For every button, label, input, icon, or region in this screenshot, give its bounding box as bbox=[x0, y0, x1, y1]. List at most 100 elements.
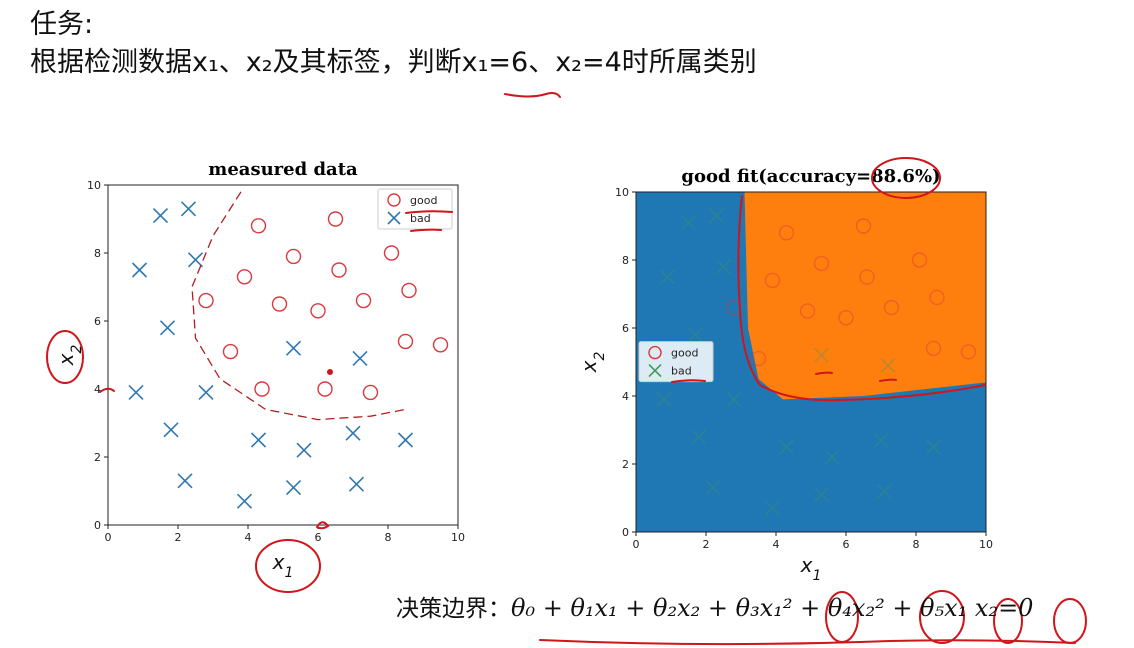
point-bad bbox=[397, 432, 414, 448]
point-bad-stroke bbox=[705, 480, 721, 496]
point-bad-stroke bbox=[180, 201, 197, 217]
x-tick-label: 0 bbox=[633, 538, 640, 551]
point-bad-stroke bbox=[715, 259, 732, 275]
good-fit-chart: 0 2 4 6 8 10 0 2 4 6 8 10 good fit(accuracy=88.6%) x1… bbox=[577, 166, 993, 584]
point-bad bbox=[764, 500, 781, 516]
underline-x1-6 bbox=[504, 92, 561, 98]
legend-marker-bad bbox=[648, 364, 662, 378]
y-tick-label: 0 bbox=[94, 519, 101, 532]
point-bad-stroke bbox=[285, 480, 302, 496]
y-tick-label: 0 bbox=[622, 526, 629, 539]
point-bad bbox=[687, 327, 704, 343]
point-good bbox=[327, 211, 344, 227]
point-bad bbox=[187, 252, 204, 268]
point-bad-stroke bbox=[128, 384, 144, 400]
point-bad bbox=[285, 480, 302, 496]
point-bad-stroke bbox=[348, 476, 365, 492]
plot-frame bbox=[635, 191, 987, 533]
point-bad-stroke bbox=[131, 262, 148, 278]
point-bad bbox=[163, 422, 179, 438]
task-line: 根据检测数据x₁、x₂及其标签，判断x₁=6、x₂=4时所属类别 bbox=[30, 47, 757, 78]
point-bad-stroke bbox=[764, 500, 781, 516]
x-tick-label: 0 bbox=[105, 531, 112, 544]
point-bad bbox=[656, 391, 672, 407]
y-axis-label: x2 bbox=[577, 352, 608, 374]
x-tick-label: 8 bbox=[385, 531, 392, 544]
x-tick-label: 6 bbox=[315, 531, 322, 544]
x-tick-label: 2 bbox=[703, 538, 710, 551]
x-axis-label: x1 bbox=[272, 550, 294, 581]
point-bad-stroke bbox=[285, 340, 302, 356]
formula-label: 决策边界： bbox=[396, 596, 511, 622]
legend-marker-bad-stroke bbox=[648, 364, 662, 378]
point-good bbox=[362, 384, 379, 401]
circle-x2-term bbox=[1053, 598, 1087, 644]
y-tick-label: 10 bbox=[87, 179, 101, 192]
point-bad-stroke bbox=[250, 432, 267, 448]
legend-marker-bad bbox=[387, 211, 401, 225]
point-good bbox=[432, 337, 449, 353]
point-bad-stroke bbox=[708, 208, 725, 224]
hand-drawn-boundary bbox=[191, 191, 406, 421]
region-good bbox=[744, 192, 986, 400]
point-bad-stroke bbox=[876, 483, 893, 499]
point-good bbox=[198, 292, 214, 309]
point-bad bbox=[715, 259, 732, 275]
point-good bbox=[285, 248, 302, 265]
formula-expression: θ₀ + θ₁x₁ + θ₂x₂ + θ₃x₁² + θ₄x₂² + θ₅x₁ … bbox=[511, 594, 1034, 622]
point-bad bbox=[296, 442, 312, 458]
point-bad-stroke bbox=[824, 449, 840, 465]
point-bad-stroke bbox=[687, 327, 704, 343]
x-tick-label: 4 bbox=[245, 531, 252, 544]
point-good bbox=[222, 343, 239, 360]
legend-label-good: good bbox=[671, 347, 698, 360]
point-bad-stroke bbox=[680, 215, 697, 231]
point-bad-stroke bbox=[296, 442, 312, 458]
point-bad-stroke bbox=[873, 432, 889, 448]
point-bad-stroke bbox=[187, 252, 204, 268]
point-bad-stroke bbox=[345, 425, 361, 441]
point-bad-stroke bbox=[352, 350, 368, 366]
point-bad bbox=[778, 439, 795, 455]
point-bad-stroke bbox=[764, 500, 781, 516]
y-tick-label: 6 bbox=[622, 322, 629, 335]
point-good bbox=[254, 381, 270, 397]
y-axis-label-sub: 2 bbox=[69, 345, 85, 354]
y-tick-label: 8 bbox=[622, 254, 629, 267]
point-bad-stroke bbox=[726, 391, 742, 407]
x-axis-label-sub: 1 bbox=[812, 568, 821, 584]
point-good bbox=[355, 292, 372, 309]
point-bad bbox=[824, 449, 840, 465]
legend-label-good: good bbox=[410, 194, 437, 207]
point-bad bbox=[177, 473, 193, 489]
decision-boundary-formula: 决策边界：θ₀ + θ₁x₁ + θ₂x₂ + θ₃x₁² + θ₄x₂² + … bbox=[396, 588, 1033, 629]
point-bad-stroke bbox=[778, 439, 795, 455]
y-tick-label: 6 bbox=[94, 315, 101, 328]
x-tick-label: 8 bbox=[913, 538, 920, 551]
point-bad bbox=[180, 201, 197, 217]
point-bad-stroke bbox=[656, 391, 672, 407]
point-bad bbox=[198, 384, 214, 400]
point-bad-stroke bbox=[198, 384, 214, 400]
point-bad-stroke bbox=[925, 439, 942, 455]
plot-frame bbox=[107, 184, 459, 526]
point-bad bbox=[131, 262, 148, 278]
x-tick-label: 4 bbox=[773, 538, 780, 551]
point-bad bbox=[691, 429, 707, 445]
point-good bbox=[383, 245, 400, 261]
point-good bbox=[401, 282, 417, 299]
point-bad-stroke bbox=[778, 439, 795, 455]
point-good bbox=[310, 303, 326, 319]
point-bad-stroke bbox=[705, 480, 721, 496]
point-bad bbox=[152, 208, 169, 224]
point-bad-stroke bbox=[715, 259, 732, 275]
point-bad-stroke bbox=[813, 487, 830, 503]
point-bad-stroke bbox=[680, 215, 697, 231]
point-bad bbox=[348, 476, 365, 492]
point-bad bbox=[250, 432, 267, 448]
point-bad-stroke bbox=[691, 429, 707, 445]
y-axis-label: x2 bbox=[54, 345, 85, 367]
point-bad-stroke bbox=[925, 439, 942, 455]
y-tick-label: 2 bbox=[622, 458, 629, 471]
legend-label-bad: bad bbox=[410, 212, 431, 225]
